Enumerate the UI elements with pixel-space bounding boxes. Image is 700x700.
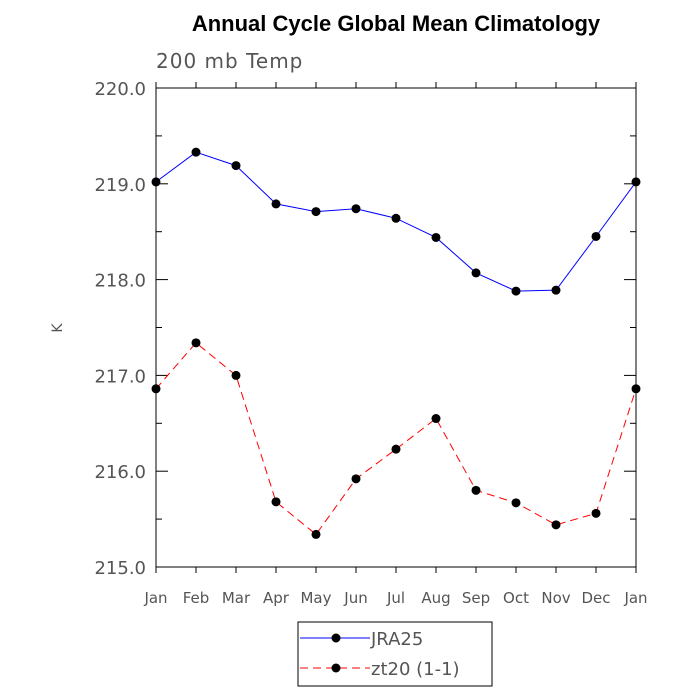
series-1-point [231, 370, 241, 380]
series-0-point [351, 204, 361, 214]
x-tick-label: Mar [222, 589, 251, 607]
legend: JRA25 zt20 (1-1) [297, 621, 493, 687]
series-0-point [391, 213, 401, 223]
x-tick-label: Jan [623, 589, 647, 607]
series-1-point [391, 444, 401, 454]
y-tick-label: 218.0 [94, 271, 146, 292]
x-axis: Jan Feb Mar Apr May Jun Jul Aug Sep Oct Nov Dec Jan [143, 82, 648, 607]
y-tick-label: 220.0 [94, 79, 146, 100]
x-tick-label: Jun [343, 589, 367, 607]
x-tick-label: Dec [581, 589, 610, 607]
x-tick-label: Aug [421, 589, 450, 607]
series-1-point [631, 384, 641, 394]
series-1-point [431, 414, 441, 424]
y-axis: 215.0 216.0 217.0 218.0 219.0 220.0 [94, 79, 636, 579]
x-tick-label: May [300, 589, 331, 607]
series-1-point [151, 384, 161, 394]
series-1-point [511, 498, 521, 508]
legend-marker-jra25 [331, 633, 341, 643]
y-axis-label: K [50, 323, 66, 333]
legend-label-jra25: JRA25 [370, 629, 423, 650]
series-0-point [471, 268, 481, 278]
series-1-point [551, 520, 561, 530]
chart-title: Annual Cycle Global Mean Climatology [192, 11, 601, 36]
series-0-point [231, 161, 241, 171]
series-0-point [151, 177, 161, 187]
x-tick-label: Apr [263, 589, 290, 607]
x-tick-label: Oct [503, 589, 529, 607]
series-1-point [351, 474, 361, 484]
series-1-point [271, 497, 281, 507]
series-0-point [511, 286, 521, 296]
series-0-point [551, 285, 561, 295]
y-tick-label: 216.0 [94, 462, 146, 483]
series-0-point [591, 231, 601, 241]
x-tick-label: Feb [183, 589, 210, 607]
series-1-point [591, 508, 601, 518]
series-0-point [311, 207, 321, 217]
x-tick-label: Nov [541, 589, 570, 607]
legend-box [297, 621, 493, 687]
series-0-point [431, 232, 441, 242]
x-tick-label: Sep [462, 589, 490, 607]
series-0-point [191, 147, 201, 157]
series-1-point [471, 485, 481, 495]
series-1-point [191, 338, 201, 348]
series-1-point [311, 529, 321, 539]
series-0-point [631, 177, 641, 187]
legend-marker-zt20 [331, 663, 341, 673]
y-tick-label: 219.0 [94, 175, 146, 196]
x-tick-label: Jul [386, 589, 405, 607]
x-tick-label: Jan [143, 589, 167, 607]
series-layer [151, 147, 641, 539]
chart-subtitle: 200 mb Temp [156, 49, 303, 73]
y-tick-label: 217.0 [94, 366, 146, 387]
y-tick-label: 215.0 [94, 558, 146, 579]
series-line-1 [155, 342, 637, 536]
legend-label-zt20: zt20 (1-1) [371, 659, 460, 680]
series-0-point [271, 199, 281, 209]
plot-frame [155, 87, 637, 568]
